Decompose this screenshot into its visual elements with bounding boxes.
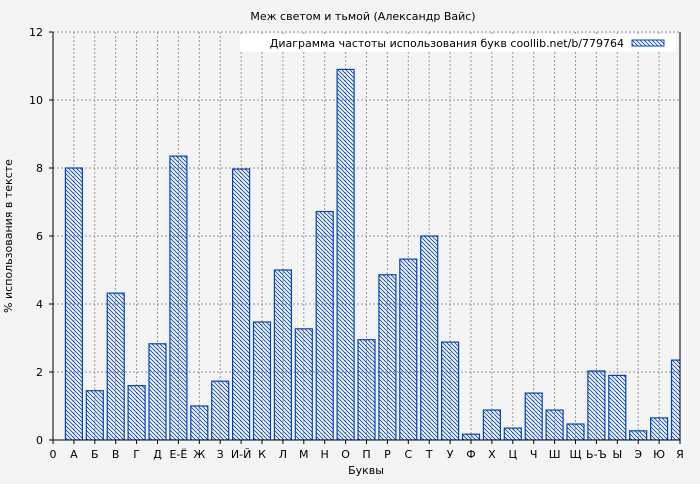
y-tick-label: 6 bbox=[36, 230, 43, 243]
bar-П bbox=[357, 339, 376, 440]
bar-О bbox=[336, 68, 355, 440]
x-tick-label: П bbox=[362, 448, 370, 461]
x-tick-label: Н bbox=[321, 448, 329, 461]
x-tick-label: В bbox=[112, 448, 120, 461]
x-tick-label: Ь-Ъ bbox=[586, 448, 607, 461]
bar-З bbox=[211, 380, 230, 440]
bar-Г bbox=[127, 385, 146, 440]
bar-Щ bbox=[566, 423, 585, 440]
x-tick-label: Ц bbox=[509, 448, 518, 461]
bar-Я bbox=[670, 359, 680, 440]
bar-Ь-Ъ bbox=[587, 370, 606, 440]
y-tick-label: 2 bbox=[36, 366, 43, 379]
bar-С bbox=[399, 258, 418, 440]
y-tick-label: 12 bbox=[29, 26, 43, 39]
x-tick-label: Х bbox=[488, 448, 496, 461]
bar-Т bbox=[420, 235, 439, 440]
bar-Э bbox=[629, 430, 648, 440]
x-tick-label: Г bbox=[133, 448, 140, 461]
x-tick-label: А bbox=[70, 448, 78, 461]
x-tick-label: К bbox=[258, 448, 266, 461]
x-tick-label: Я bbox=[676, 448, 684, 461]
x-tick-label: Э bbox=[634, 448, 642, 461]
y-tick-label: 10 bbox=[29, 94, 43, 107]
y-tick-label: 4 bbox=[36, 298, 43, 311]
y-tick-label: 0 bbox=[36, 434, 43, 447]
x-tick-label: З bbox=[217, 448, 224, 461]
x-tick-label: Ф bbox=[466, 448, 475, 461]
bar-В bbox=[106, 292, 125, 440]
x-tick-label: Т bbox=[425, 448, 433, 461]
bar-Х bbox=[482, 409, 501, 440]
x-tick-label: Ж bbox=[193, 448, 205, 461]
x-tick-label: Ю bbox=[653, 448, 665, 461]
x-tick-label: М bbox=[299, 448, 309, 461]
x-tick-label: Е-Ё bbox=[169, 448, 187, 461]
bars bbox=[64, 68, 680, 440]
bar-Ч bbox=[524, 392, 543, 440]
legend-swatch bbox=[631, 39, 665, 47]
bar-Е-Ё bbox=[169, 155, 188, 440]
bar-Ц bbox=[503, 427, 522, 440]
bar-У bbox=[441, 341, 460, 440]
bar-Н bbox=[315, 210, 334, 440]
x-axis-label: Буквы bbox=[348, 464, 384, 477]
x-tick-label: Д bbox=[153, 448, 162, 461]
x-tick-label: Л bbox=[279, 448, 287, 461]
x-tick-label: Ы bbox=[612, 448, 622, 461]
x-tick-label: Б bbox=[91, 448, 99, 461]
bar-Д bbox=[148, 343, 167, 440]
legend: Диаграмма частоты использования букв coo… bbox=[240, 34, 676, 52]
bar-К bbox=[252, 321, 272, 440]
bar-Ы bbox=[608, 374, 627, 440]
x-tick-label: У bbox=[447, 448, 454, 461]
bar-Б bbox=[85, 390, 104, 440]
x-tick-label: Ш bbox=[549, 448, 561, 461]
bar-И-Й bbox=[232, 168, 251, 440]
x-tick-label: 0 bbox=[50, 448, 57, 461]
bar-Л bbox=[273, 269, 292, 440]
y-tick-label: 8 bbox=[36, 162, 43, 175]
legend-box bbox=[240, 34, 676, 52]
chart-title: Меж светом и тьмой (Александр Вайс) bbox=[250, 10, 475, 23]
y-axis-label: % использования в тексте bbox=[2, 159, 15, 313]
x-tick-label: Р bbox=[384, 448, 391, 461]
bar-Ш bbox=[545, 409, 564, 440]
x-tick-label: Ч bbox=[530, 448, 538, 461]
bar-Р bbox=[378, 274, 397, 440]
x-tick-label: О bbox=[341, 448, 350, 461]
legend-label: Диаграмма частоты использования букв coo… bbox=[270, 37, 624, 50]
x-tick-label: С bbox=[404, 448, 412, 461]
x-tick-label: Щ bbox=[569, 448, 581, 461]
bar-А bbox=[64, 167, 84, 440]
bar-Ю bbox=[649, 417, 669, 440]
bar-М bbox=[294, 328, 313, 440]
bar-Ж bbox=[190, 405, 209, 440]
bar-Ф bbox=[461, 433, 481, 440]
x-tick-label: И-Й bbox=[231, 448, 251, 461]
